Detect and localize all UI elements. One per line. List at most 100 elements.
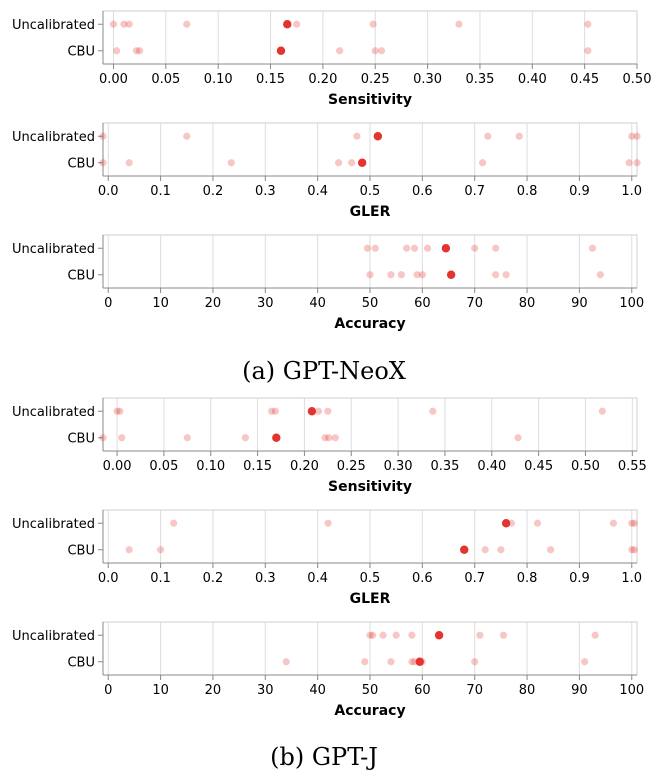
mean-point [373, 132, 383, 141]
data-point [324, 407, 332, 415]
x-tick-label: 0.05 [151, 72, 180, 87]
data-point [591, 631, 599, 639]
x-tick-label: 0.5 [360, 184, 381, 199]
data-point [625, 159, 633, 167]
x-tick-label: 0.4 [307, 184, 328, 199]
mean-point [441, 244, 451, 253]
mean-point [272, 433, 281, 442]
x-tick-label: 90 [571, 296, 588, 311]
x-tick-label: 0.4 [307, 571, 328, 586]
mean-point [276, 46, 286, 55]
x-tick-label: 0.50 [571, 459, 600, 474]
x-tick-label: 60 [414, 296, 431, 311]
data-point [502, 271, 510, 279]
data-point [379, 631, 387, 639]
data-point [408, 658, 416, 666]
data-point [408, 631, 416, 639]
category-label: Uncalibrated [12, 629, 95, 644]
data-point [321, 434, 329, 442]
category-label: CBU [67, 655, 95, 670]
mean-point [434, 631, 444, 640]
x-tick-label: 0.25 [337, 459, 366, 474]
data-point [324, 519, 332, 527]
data-point [598, 407, 606, 415]
x-axis-title: Accuracy [334, 316, 405, 332]
x-tick-label: 30 [257, 683, 274, 698]
data-point [170, 519, 178, 527]
data-point [497, 546, 505, 554]
x-tick-label: 20 [205, 683, 222, 698]
x-tick-label: 0.40 [477, 459, 506, 474]
data-point [387, 271, 395, 279]
x-tick-label: 0.35 [430, 459, 459, 474]
x-tick-label: 0.50 [623, 72, 652, 87]
category-label: Uncalibrated [12, 18, 95, 33]
data-point [156, 546, 165, 554]
data-point [314, 407, 323, 415]
data-point [113, 407, 121, 415]
x-tick-label: 0.1 [150, 184, 171, 199]
data-point [241, 434, 249, 442]
x-tick-label: 0.15 [243, 459, 272, 474]
chart-2-1: 0.00 0.05 0.10 0.15 0.20 0.25 0.30 0.35 0.40 0.45… [12, 397, 647, 495]
data-point [125, 159, 133, 167]
data-point [125, 546, 133, 554]
data-point [471, 244, 479, 252]
data-point [499, 631, 508, 639]
category-label: Uncalibrated [12, 242, 95, 257]
x-tick-label: 0.8 [517, 571, 538, 586]
data-point [481, 546, 489, 554]
x-tick-label: 0.2 [203, 184, 224, 199]
x-tick-label: 1.0 [621, 184, 642, 199]
mean-point [283, 20, 292, 29]
data-point [455, 20, 463, 28]
chart-2-3: 0 10 20 30 40 50 60 70 80 90 100 Accuracy Uncalibrat… [12, 621, 644, 719]
x-tick-label: 0.1 [150, 571, 171, 586]
data-point [109, 20, 118, 28]
data-point [99, 132, 107, 140]
data-point [584, 20, 592, 28]
data-point [331, 434, 339, 442]
x-tick-label: 10 [152, 296, 169, 311]
data-point [630, 546, 638, 554]
x-tick-label: 40 [309, 683, 326, 698]
x-tick-label: 0.15 [256, 72, 285, 87]
mean-point [307, 407, 317, 416]
data-point [492, 244, 500, 252]
x-tick-label: 0.9 [569, 184, 590, 199]
x-tick-label: 20 [205, 296, 222, 311]
x-tick-label: 0.30 [413, 72, 442, 87]
x-tick-label: 100 [619, 296, 644, 311]
data-point [183, 434, 191, 442]
x-tick-label: 0.25 [361, 72, 390, 87]
x-tick-label: 0.0 [98, 571, 119, 586]
x-axis-title: Sensitivity [328, 92, 412, 108]
data-point [397, 271, 406, 279]
x-tick-label: 0.0 [98, 184, 119, 199]
data-point [547, 546, 555, 554]
x-tick-label: 70 [466, 683, 483, 698]
data-point [183, 132, 191, 140]
data-point [533, 519, 542, 527]
mean-point [501, 519, 511, 528]
x-tick-label: 0.20 [308, 72, 337, 87]
x-tick-label: 80 [519, 296, 536, 311]
x-tick-label: 0.3 [255, 571, 276, 586]
data-point [633, 159, 641, 167]
x-tick-label: 50 [362, 296, 379, 311]
x-tick-label: 0.2 [203, 571, 224, 586]
chart-1-2: 0.0 0.1 0.2 0.3 0.4 0.5 0.6 0.7 0.8 0.9 1.0 GLER Unc… [12, 122, 642, 220]
data-point [116, 407, 124, 415]
data-point [484, 132, 492, 140]
data-point [588, 244, 597, 252]
x-tick-label: 0 [104, 683, 112, 698]
x-tick-label: 0.45 [570, 72, 599, 87]
data-point [125, 20, 133, 28]
data-point [369, 20, 377, 28]
x-tick-label: 10 [152, 683, 169, 698]
mean-point [446, 270, 456, 279]
data-point [363, 244, 371, 252]
data-point [581, 658, 589, 666]
data-point [476, 631, 484, 639]
data-point [136, 47, 144, 55]
